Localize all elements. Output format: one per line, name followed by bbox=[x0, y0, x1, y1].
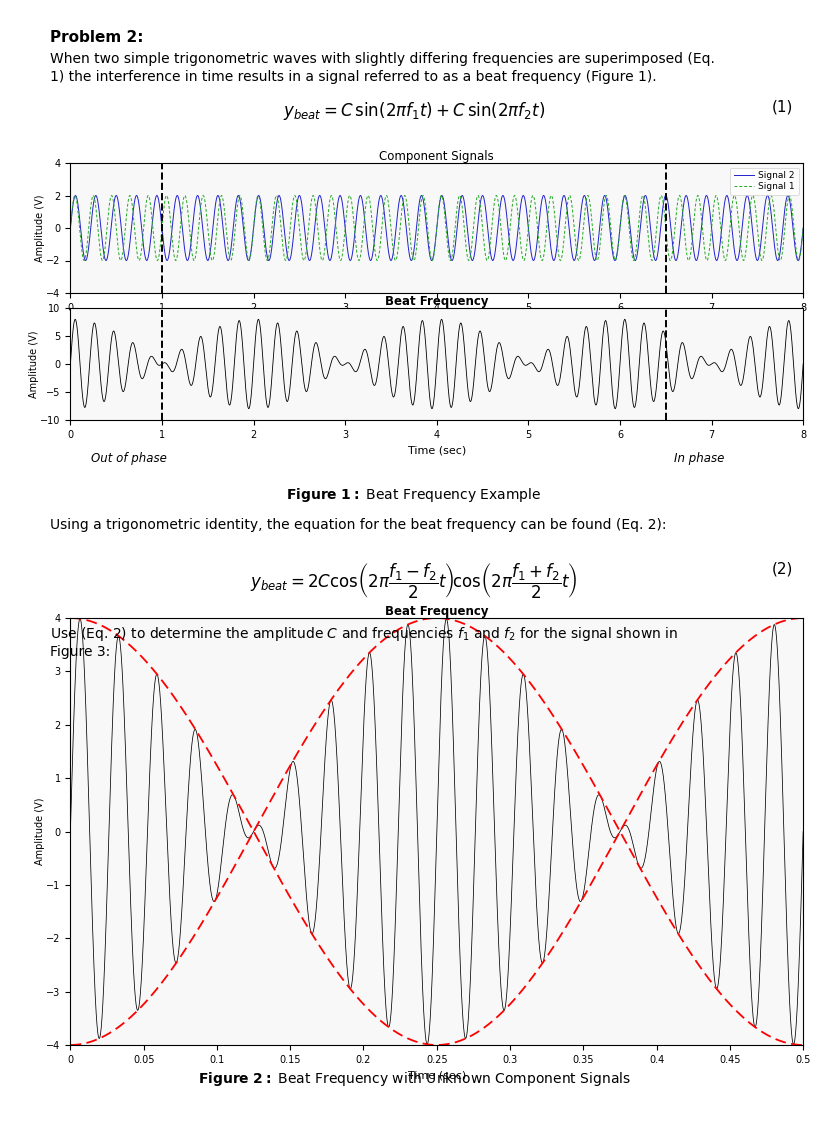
Text: When two simple trigonometric waves with slightly differing frequencies are supe: When two simple trigonometric waves with… bbox=[50, 51, 714, 66]
Signal 1 bbox=[508, 191, 518, 205]
Signal 2 bbox=[711, 254, 721, 267]
Line: Signal 2: Signal 2 bbox=[70, 195, 802, 261]
Signal 1 bbox=[535, 250, 545, 264]
Signal 1 bbox=[65, 221, 75, 234]
Signal 1 bbox=[248, 227, 258, 241]
Text: Problem 2:: Problem 2: bbox=[50, 30, 143, 45]
Signal 2 bbox=[65, 221, 75, 234]
Title: Beat Frequency: Beat Frequency bbox=[385, 295, 488, 307]
Text: $\mathbf{Figure\ 2:}$$\rm{\ Beat\ Frequency\ with\ Unknown\ Component\ Signals}$: $\mathbf{Figure\ 2:}$$\rm{\ Beat\ Freque… bbox=[198, 1070, 629, 1088]
Signal 2 bbox=[750, 249, 760, 263]
Signal 2 bbox=[508, 254, 518, 267]
Signal 1 bbox=[750, 203, 760, 217]
Signal 2 bbox=[535, 200, 545, 214]
Y-axis label: Amplitude (V): Amplitude (V) bbox=[35, 194, 45, 262]
Text: Using a trigonometric identity, the equation for the beat frequency can be found: Using a trigonometric identity, the equa… bbox=[50, 518, 666, 533]
Signal 1 bbox=[792, 254, 802, 267]
Signal 2 bbox=[151, 189, 161, 202]
Text: In phase: In phase bbox=[673, 451, 723, 465]
Title: Beat Frequency: Beat Frequency bbox=[385, 605, 488, 618]
X-axis label: Time (sec): Time (sec) bbox=[407, 446, 466, 455]
Signal 2 bbox=[797, 221, 807, 234]
Text: (1): (1) bbox=[771, 99, 792, 115]
Legend: Signal 2, Signal 1: Signal 2, Signal 1 bbox=[729, 168, 798, 194]
Signal 1 bbox=[590, 247, 600, 261]
Signal 1 bbox=[797, 221, 807, 234]
Y-axis label: Amplitude (V): Amplitude (V) bbox=[29, 330, 39, 398]
Signal 2 bbox=[248, 226, 258, 240]
Text: 1) the interference in time results in a signal referred to as a beat frequency : 1) the interference in time results in a… bbox=[50, 70, 656, 83]
Signal 2 bbox=[590, 253, 600, 266]
Text: $y_{beat} = 2C\cos\!\left(2\pi\dfrac{f_1-f_2}{2}t\right)\!\cos\!\left(2\pi\dfrac: $y_{beat} = 2C\cos\!\left(2\pi\dfrac{f_1… bbox=[250, 561, 577, 601]
Signal 1 bbox=[412, 237, 422, 250]
Text: Figure 3:: Figure 3: bbox=[50, 645, 110, 660]
Text: $y_{beat} = C\,\sin(2\pi f_1 t) + C\,\sin(2\pi f_2 t)$: $y_{beat} = C\,\sin(2\pi f_1 t) + C\,\si… bbox=[283, 99, 544, 122]
Signal 2 bbox=[412, 215, 422, 229]
Signal 1 bbox=[70, 189, 80, 202]
Text: Out of phase: Out of phase bbox=[91, 451, 166, 465]
Line: Signal 1: Signal 1 bbox=[70, 195, 802, 261]
Y-axis label: Amplitude (V): Amplitude (V) bbox=[35, 798, 45, 865]
Text: Use (Eq. 2) to determine the amplitude $C$ and frequencies $f_1$ and $f_2$ for t: Use (Eq. 2) to determine the amplitude $… bbox=[50, 624, 677, 642]
X-axis label: Time (sec): Time (sec) bbox=[407, 318, 466, 328]
Title: Component Signals: Component Signals bbox=[379, 150, 494, 163]
Text: (2): (2) bbox=[771, 561, 792, 577]
X-axis label: Time (sec): Time (sec) bbox=[407, 1070, 466, 1080]
Text: $\mathbf{Figure\ 1:}$$\rm{\ Beat\ Frequency\ Example}$: $\mathbf{Figure\ 1:}$$\rm{\ Beat\ Freque… bbox=[286, 486, 541, 504]
